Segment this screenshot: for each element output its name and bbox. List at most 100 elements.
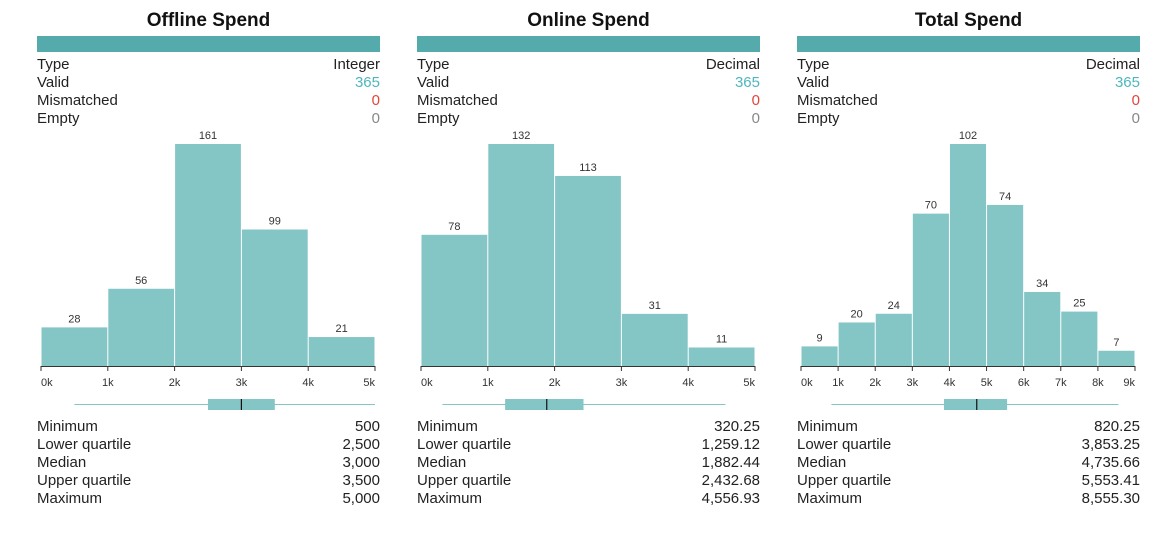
x-tick-label: 7k [1055,377,1067,389]
median-value: 3,000 [342,454,380,471]
histogram-bar [875,313,912,366]
histogram: 28 56 161 99 21 0k 1k 2k 3k 4k 5k [40,130,376,389]
stat-minimum: Minimum 320.25 [417,418,760,436]
x-tick-label: 1k [102,377,114,389]
minimum-value: 500 [354,418,380,435]
x-tick-label: 4k [682,377,694,389]
panel-title: Total Spend [914,10,1023,31]
header-bar [37,36,380,52]
bar-value-label: 70 [925,200,937,212]
x-tick-label: 0k [41,377,53,389]
median-label: Median [37,454,87,471]
stat-upper-quartile: Upper quartile 3,500 [37,472,380,490]
mismatched-value: 0 [1131,92,1140,109]
maximum-label: Maximum [417,490,483,507]
minimum-label: Minimum [37,418,98,435]
x-tick-label: 2k [169,377,181,389]
upper-quartile-value: 5,553.41 [1081,472,1140,489]
x-tick-label: 8k [1092,377,1104,389]
panel-title: Online Spend [527,10,650,31]
x-tick-label: 0k [801,377,813,389]
stat-median: Median 1,882.44 [417,454,760,472]
upper-quartile-label: Upper quartile [797,472,892,489]
histogram: 78 132 113 31 11 0k 1k 2k 3k 4k 5k [420,130,756,389]
minimum-label: Minimum [417,418,478,435]
histogram-bar [688,347,755,366]
median-value: 4,735.66 [1081,454,1140,471]
stat-upper-quartile: Upper quartile 2,432.68 [417,472,760,490]
empty-row: Empty 0 [417,110,760,128]
median-label: Median [417,454,467,471]
x-tick-label: 6k [1018,377,1030,389]
histogram-bar [421,234,488,366]
lower-quartile-label: Lower quartile [417,436,512,453]
x-tick-label: 5k [363,377,375,389]
histogram-bar [241,229,308,366]
boxplot [442,399,726,410]
maximum-label: Maximum [37,490,103,507]
histogram-bar [949,144,987,366]
x-tick-label: 2k [549,377,561,389]
median-value: 1,882.44 [701,454,760,471]
empty-value: 0 [1131,110,1140,127]
lower-quartile-label: Lower quartile [37,436,132,453]
bar-value-label: 28 [68,313,80,325]
histogram-bar [308,337,375,366]
panel-offline-spend: Offline Spend Type Integer Valid 365 Misma… [37,0,380,540]
empty-label: Empty [417,110,460,127]
header-bar [797,36,1140,52]
minimum-label: Minimum [797,418,858,435]
lower-quartile-value: 2,500 [342,436,380,453]
mismatched-row: Mismatched 0 [797,92,1140,110]
type-value: Decimal [705,56,760,73]
mismatched-value: 0 [751,92,760,109]
bar-value-label: 34 [1036,278,1048,290]
mismatched-row: Mismatched 0 [417,92,760,110]
bar-value-label: 20 [851,308,863,320]
type-label: Type [417,56,450,73]
x-tick-label: 3k [236,377,248,389]
type-label: Type [797,56,830,73]
histogram: 9 20 24 70 102 74 34 25 7 0k 1k 2k 3k 4k 5k 6k 7k 8k 9k [800,130,1136,389]
x-tick-label: 0k [421,377,433,389]
histogram-bar [912,213,949,366]
x-tick-label: 3k [616,377,628,389]
header-bar [417,36,760,52]
type-row: Type Decimal [797,56,1140,74]
mismatched-value: 0 [371,92,380,109]
histogram-bar [1098,350,1135,366]
boxplot [74,399,375,410]
lower-quartile-value: 3,853.25 [1081,436,1140,453]
type-row: Type Integer [37,56,380,74]
valid-row: Valid 365 [797,74,1140,92]
bar-value-label: 21 [335,323,347,335]
valid-label: Valid [797,74,830,91]
bar-value-label: 161 [199,130,217,142]
valid-row: Valid 365 [37,74,380,92]
boxplot-box [943,399,1008,410]
stat-lower-quartile: Lower quartile 3,853.25 [797,436,1140,454]
empty-label: Empty [37,110,80,127]
valid-row: Valid 365 [417,74,760,92]
x-tick-label: 2k [869,377,881,389]
valid-value: 365 [1114,74,1140,91]
mismatched-row: Mismatched 0 [37,92,380,110]
bar-value-label: 113 [579,162,597,174]
stat-median: Median 4,735.66 [797,454,1140,472]
type-value: Integer [333,56,380,73]
bar-value-label: 25 [1073,298,1085,310]
bar-value-label: 56 [135,275,147,287]
histogram-bar [987,204,1024,366]
panel-title: Offline Spend [146,10,271,31]
stat-median: Median 3,000 [37,454,380,472]
empty-value: 0 [371,110,380,127]
empty-row: Empty 0 [797,110,1140,128]
mismatched-label: Mismatched [37,92,118,109]
histogram-bar [555,175,621,366]
mismatched-label: Mismatched [797,92,878,109]
stat-maximum: Maximum 5,000 [37,490,380,508]
histogram-bar [175,144,241,366]
bar-value-label: 132 [512,130,530,142]
type-row: Type Decimal [417,56,760,74]
histogram-bar [1024,292,1061,366]
